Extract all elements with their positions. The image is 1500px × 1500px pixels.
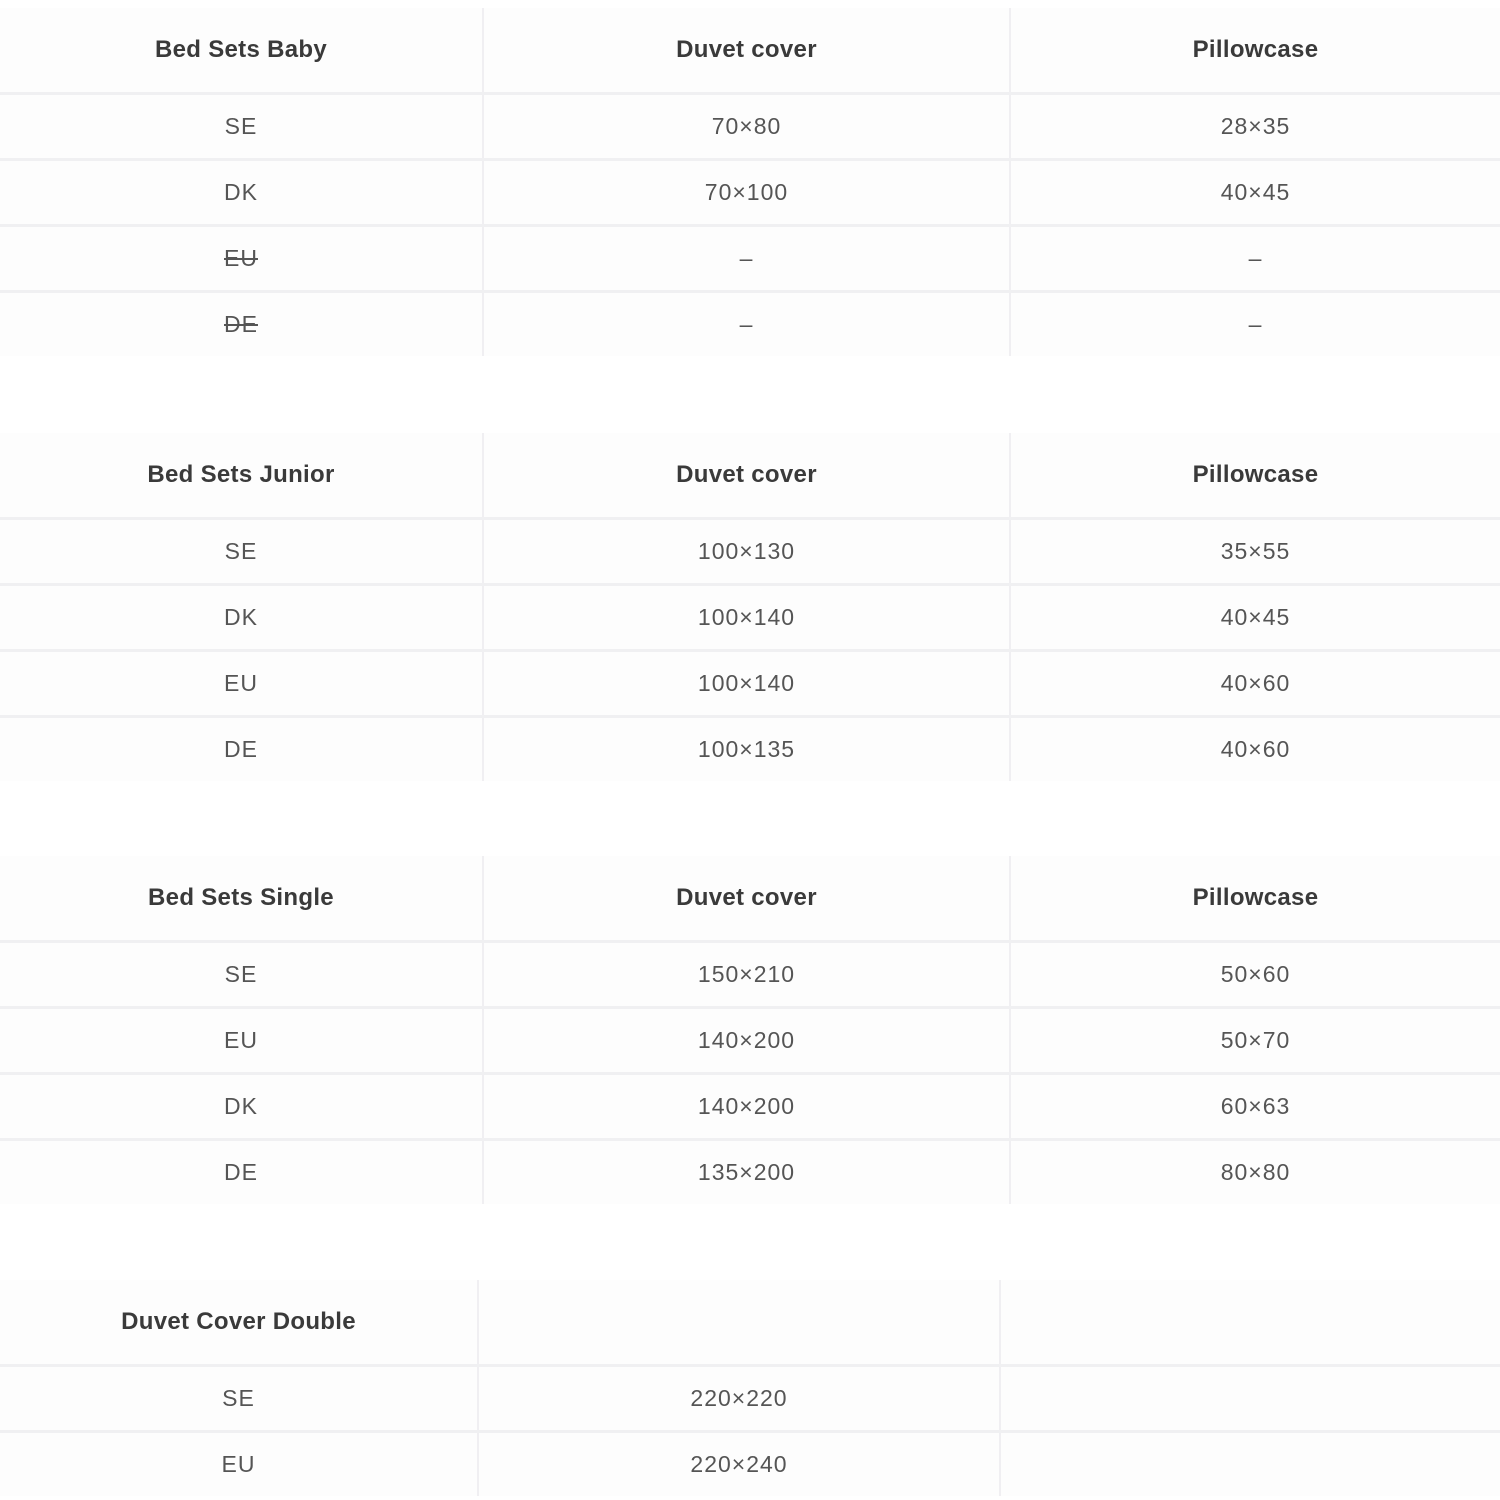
duvet-cell: – <box>482 225 1010 293</box>
table-bed-sets-junior: Bed Sets Junior Duvet cover Pillowcase S… <box>0 433 1500 781</box>
column-header-duvet: Duvet cover <box>482 856 1010 943</box>
pillowcase-cell: 35×55 <box>1009 518 1500 586</box>
duvet-cell: 140×200 <box>482 1007 1010 1075</box>
column-header-empty <box>999 1280 1500 1367</box>
table-duvet-cover-double: Duvet Cover Double SE 220×220 EU 220×240 <box>0 1280 1500 1496</box>
duvet-cell: 150×210 <box>482 941 1010 1009</box>
table-row: SE 70×80 28×35 <box>0 93 1500 161</box>
pillowcase-cell: – <box>1009 225 1500 293</box>
table-bed-sets-single: Bed Sets Single Duvet cover Pillowcase S… <box>0 856 1500 1204</box>
table-row: SE 150×210 50×60 <box>0 941 1500 1009</box>
region-cell: DK <box>0 584 483 652</box>
table-row: SE 100×130 35×55 <box>0 518 1500 586</box>
pillowcase-cell: 40×45 <box>1009 159 1500 227</box>
table-row: DK 100×140 40×45 <box>0 584 1500 652</box>
column-header-empty <box>477 1280 1000 1367</box>
duvet-cell: 220×220 <box>477 1365 1000 1433</box>
pillowcase-cell: 40×60 <box>1009 650 1500 718</box>
empty-cell <box>999 1431 1500 1496</box>
region-cell: EU <box>0 650 483 718</box>
region-cell: SE <box>0 941 483 1009</box>
duvet-cell: 100×130 <box>482 518 1010 586</box>
region-cell-struck: EU <box>0 225 483 293</box>
pillowcase-cell: 40×45 <box>1009 584 1500 652</box>
pillowcase-cell: – <box>1009 291 1500 356</box>
column-header-pillowcase: Pillowcase <box>1009 856 1500 943</box>
table-header: Bed Sets Single Duvet cover Pillowcase <box>0 856 1500 943</box>
pillowcase-cell: 50×60 <box>1009 941 1500 1009</box>
region-cell: DK <box>0 1073 483 1141</box>
table-row: EU 140×200 50×70 <box>0 1007 1500 1075</box>
region-cell: SE <box>0 518 483 586</box>
column-header-duvet: Duvet cover <box>482 433 1010 520</box>
region-cell: DE <box>224 736 258 762</box>
region-cell: SE <box>0 1365 478 1433</box>
pillowcase-cell: 50×70 <box>1009 1007 1500 1075</box>
region-cell: DK <box>0 159 483 227</box>
table-row: DE 100×135 40×60 <box>0 716 1500 781</box>
duvet-cell: 100×140 <box>482 650 1010 718</box>
pillowcase-cell: 28×35 <box>1009 93 1500 161</box>
duvet-cell: 100×135 <box>482 716 1010 781</box>
table-row: DK 140×200 60×63 <box>0 1073 1500 1141</box>
table-row: DK 70×100 40×45 <box>0 159 1500 227</box>
duvet-cell: 220×240 <box>477 1431 1000 1496</box>
table-header: Duvet Cover Double <box>0 1280 1500 1367</box>
region-cell: DE <box>224 1159 258 1185</box>
table-row: SE 220×220 <box>0 1365 1500 1433</box>
duvet-cell: 70×100 <box>482 159 1010 227</box>
table-title: Bed Sets Baby <box>0 8 483 95</box>
region-cell-struck: DE <box>224 311 258 337</box>
pillowcase-cell: 60×63 <box>1009 1073 1500 1141</box>
column-header-pillowcase: Pillowcase <box>1009 8 1500 95</box>
table-header: Bed Sets Junior Duvet cover Pillowcase <box>0 433 1500 520</box>
duvet-cell: 135×200 <box>482 1139 1010 1204</box>
table-title: Bed Sets Junior <box>0 433 483 520</box>
table-header: Bed Sets Baby Duvet cover Pillowcase <box>0 8 1500 95</box>
column-header-pillowcase: Pillowcase <box>1009 433 1500 520</box>
region-cell: EU <box>221 1451 256 1477</box>
duvet-cell: – <box>482 291 1010 356</box>
table-title: Bed Sets Single <box>0 856 483 943</box>
duvet-cell: 140×200 <box>482 1073 1010 1141</box>
empty-cell <box>999 1365 1500 1433</box>
table-row: EU 220×240 <box>0 1431 1500 1496</box>
pillowcase-cell: 40×60 <box>1009 716 1500 781</box>
table-row: EU 100×140 40×60 <box>0 650 1500 718</box>
table-row: DE – – <box>0 291 1500 356</box>
column-header-duvet: Duvet cover <box>482 8 1010 95</box>
table-bed-sets-baby: Bed Sets Baby Duvet cover Pillowcase SE 7… <box>0 8 1500 356</box>
duvet-cell: 100×140 <box>482 584 1010 652</box>
table-row: EU – – <box>0 225 1500 293</box>
region-cell: EU <box>0 1007 483 1075</box>
region-cell: SE <box>0 93 483 161</box>
pillowcase-cell: 80×80 <box>1009 1139 1500 1204</box>
table-title: Duvet Cover Double <box>0 1280 478 1367</box>
table-row: DE 135×200 80×80 <box>0 1139 1500 1204</box>
duvet-cell: 70×80 <box>482 93 1010 161</box>
